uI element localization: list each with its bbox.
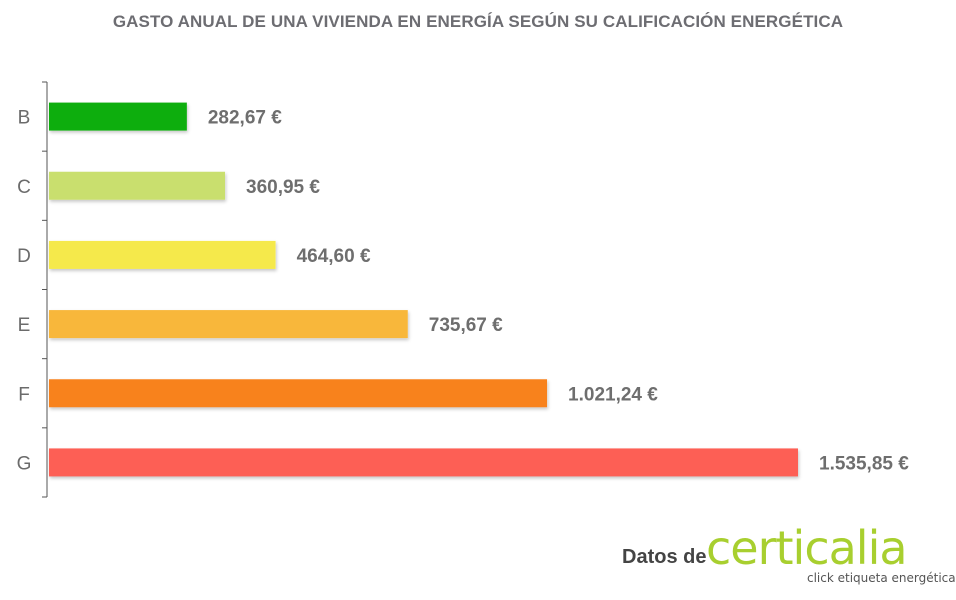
bar [49, 448, 798, 477]
bar [49, 379, 548, 408]
y-axis [42, 81, 48, 498]
bars-group: B 282,67 € C 360,95 € D 464,60 € E 735,67 € F 1.0… [17, 102, 909, 477]
brand-name: certicalia [706, 521, 908, 575]
bar [49, 310, 408, 339]
category-label: G [17, 453, 32, 474]
value-label: 360,95 € [246, 177, 320, 198]
bar [49, 102, 187, 131]
value-label: 1.021,24 € [568, 384, 658, 405]
value-label: 282,67 € [208, 108, 282, 129]
category-label: F [18, 384, 30, 405]
brand-logo: certicalia click etiqueta energética [706, 521, 956, 592]
category-label: B [18, 108, 31, 129]
bar [49, 240, 276, 269]
bar [49, 171, 226, 200]
category-label: C [17, 177, 31, 198]
credit-prefix: Datos de [622, 546, 707, 568]
chart-title: GASTO ANUAL DE UNA VIVIENDA EN ENERGÍA S… [112, 12, 844, 31]
value-label: 464,60 € [297, 246, 371, 267]
brand-tagline: click etiqueta energética [807, 571, 956, 585]
category-label: D [17, 246, 31, 267]
category-label: E [18, 315, 31, 336]
value-label: 735,67 € [429, 315, 503, 336]
value-label: 1.535,85 € [819, 453, 909, 474]
